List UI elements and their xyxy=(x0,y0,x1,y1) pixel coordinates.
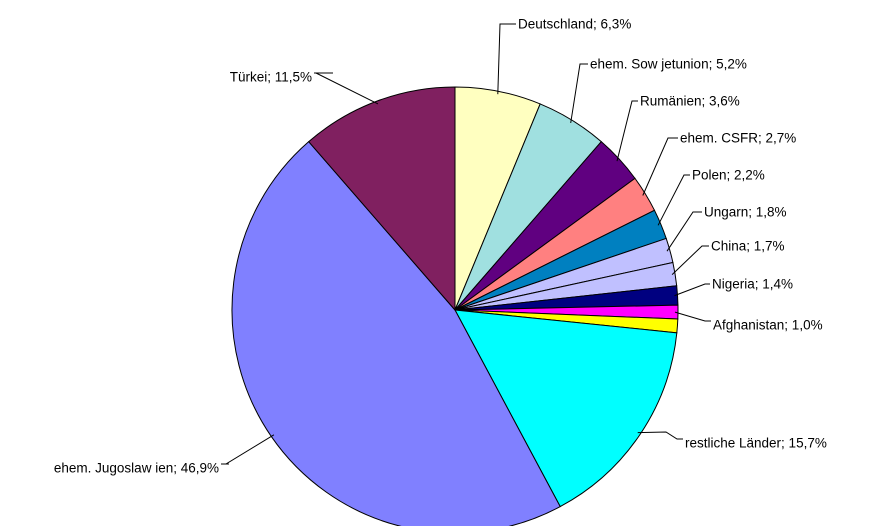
leader-line-6 xyxy=(671,245,709,275)
leader-line-12 xyxy=(314,72,379,105)
labels-layer: Deutschland; 6,3% ehem. Sow jetunion; 5,2… xyxy=(54,17,827,476)
slice-label-0: Deutschland; 6,3% xyxy=(518,17,631,32)
slices-layer xyxy=(231,86,679,526)
pie-slice-10 xyxy=(454,309,678,508)
leader-line-3 xyxy=(642,137,678,196)
slice-label-12: Türkei; 11,5% xyxy=(230,70,312,85)
leaders-layer xyxy=(221,23,711,465)
slice-label-1: ehem. Sow jetunion; 5,2% xyxy=(590,57,747,72)
slice-label-3: ehem. CSFR; 2,7% xyxy=(680,131,796,146)
slice-label-4: Polen; 2,2% xyxy=(692,168,765,183)
pie-slice-12 xyxy=(308,86,456,312)
slice-label-11: ehem. Jugoslaw ien; 46,9% xyxy=(54,461,219,476)
leader-line-10 xyxy=(637,431,683,440)
leader-line-11 xyxy=(221,434,275,465)
leader-line-2 xyxy=(616,100,638,162)
slice-label-7: Nigeria; 1,4% xyxy=(712,277,793,292)
leader-line-7 xyxy=(674,283,710,297)
slice-label-10: restliche Länder; 15,7% xyxy=(685,436,827,451)
slice-label-5: Ungarn; 1,8% xyxy=(704,205,787,220)
slice-label-2: Rumänien; 3,6% xyxy=(640,94,740,109)
leader-line-5 xyxy=(666,211,702,252)
leader-line-1 xyxy=(570,63,588,123)
leader-line-0 xyxy=(497,23,516,95)
slice-label-8: Afghanistan; 1,0% xyxy=(713,318,823,333)
slice-label-6: China; 1,7% xyxy=(711,239,785,254)
leader-line-4 xyxy=(657,174,690,226)
leader-line-8 xyxy=(674,311,711,322)
